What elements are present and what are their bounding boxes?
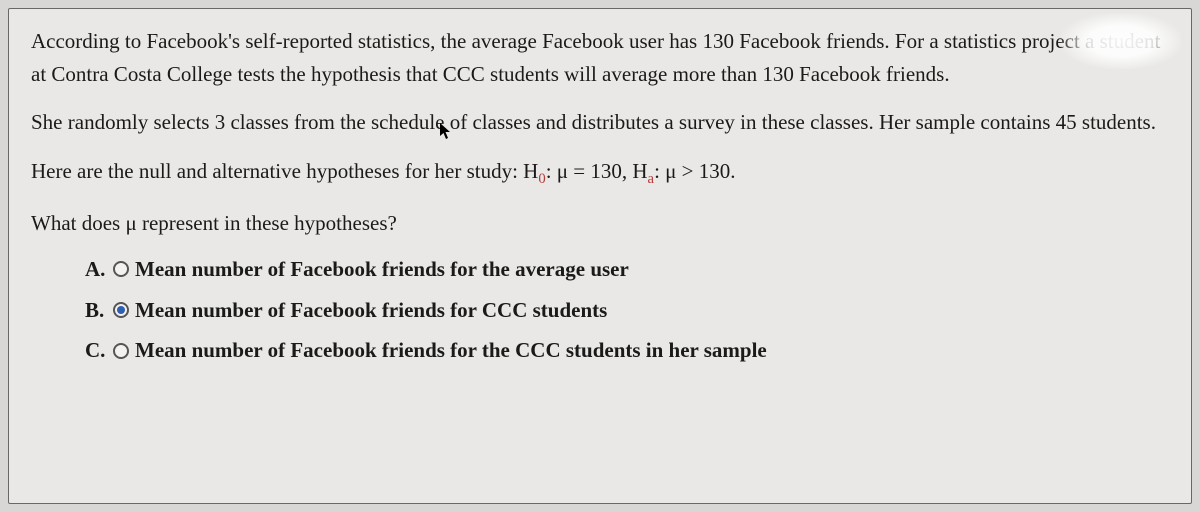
question-prompt: What does μ represent in these hypothese… bbox=[31, 207, 1169, 240]
h0-subscript: 0 bbox=[538, 171, 545, 187]
ha-label: H bbox=[632, 159, 647, 183]
option-label: Mean number of Facebook friends for the … bbox=[135, 253, 629, 286]
paragraph-2: She randomly selects 3 classes from the … bbox=[31, 106, 1169, 139]
hyp-prefix: Here are the null and alternative hypoth… bbox=[31, 159, 523, 183]
option-letter: B. bbox=[85, 294, 107, 327]
radio-icon[interactable] bbox=[113, 302, 129, 318]
hypotheses-line: Here are the null and alternative hypoth… bbox=[31, 155, 1169, 191]
options-list: A. Mean number of Facebook friends for t… bbox=[31, 253, 1169, 367]
radio-icon[interactable] bbox=[113, 261, 129, 277]
option-letter: C. bbox=[85, 334, 107, 367]
option-b[interactable]: B. Mean number of Facebook friends for C… bbox=[85, 294, 1169, 327]
paragraph-1: According to Facebook's self-reported st… bbox=[31, 25, 1169, 90]
option-c[interactable]: C. Mean number of Facebook friends for t… bbox=[85, 334, 1169, 367]
option-label: Mean number of Facebook friends for CCC … bbox=[135, 294, 607, 327]
option-letter: A. bbox=[85, 253, 107, 286]
option-a[interactable]: A. Mean number of Facebook friends for t… bbox=[85, 253, 1169, 286]
h0-expr: : μ = 130, bbox=[546, 159, 633, 183]
ha-expr: : μ > 130. bbox=[654, 159, 735, 183]
h0-label: H bbox=[523, 159, 538, 183]
option-label: Mean number of Facebook friends for the … bbox=[135, 334, 767, 367]
question-card: According to Facebook's self-reported st… bbox=[8, 8, 1192, 504]
radio-icon[interactable] bbox=[113, 343, 129, 359]
